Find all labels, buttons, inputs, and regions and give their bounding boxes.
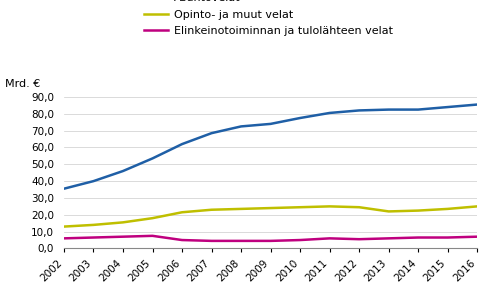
Elinkeinotoiminnan ja tulolähteen velat xyxy=(91,236,96,239)
Text: Mrd. €: Mrd. € xyxy=(5,79,40,89)
Asuntovelat xyxy=(268,122,274,126)
Opinto- ja muut velat xyxy=(120,221,126,224)
Asuntovelat xyxy=(327,111,333,115)
Elinkeinotoiminnan ja tulolähteen velat xyxy=(445,236,451,239)
Line: Asuntovelat: Asuntovelat xyxy=(64,105,477,189)
Opinto- ja muut velat xyxy=(61,225,67,228)
Elinkeinotoiminnan ja tulolähteen velat xyxy=(356,237,362,241)
Asuntovelat xyxy=(386,108,392,112)
Asuntovelat xyxy=(415,108,421,112)
Asuntovelat xyxy=(179,142,185,146)
Opinto- ja muut velat xyxy=(327,205,333,208)
Asuntovelat xyxy=(238,125,244,128)
Elinkeinotoiminnan ja tulolähteen velat xyxy=(415,236,421,239)
Elinkeinotoiminnan ja tulolähteen velat xyxy=(150,234,155,238)
Opinto- ja muut velat xyxy=(356,205,362,209)
Opinto- ja muut velat xyxy=(150,216,155,220)
Opinto- ja muut velat xyxy=(474,205,480,208)
Opinto- ja muut velat xyxy=(445,207,451,211)
Elinkeinotoiminnan ja tulolähteen velat xyxy=(268,239,274,243)
Asuntovelat xyxy=(91,179,96,183)
Elinkeinotoiminnan ja tulolähteen velat xyxy=(120,235,126,238)
Elinkeinotoiminnan ja tulolähteen velat xyxy=(474,235,480,238)
Asuntovelat xyxy=(61,187,67,191)
Elinkeinotoiminnan ja tulolähteen velat xyxy=(61,237,67,240)
Asuntovelat xyxy=(209,131,215,135)
Opinto- ja muut velat xyxy=(415,209,421,212)
Asuntovelat xyxy=(474,103,480,106)
Line: Opinto- ja muut velat: Opinto- ja muut velat xyxy=(64,206,477,227)
Opinto- ja muut velat xyxy=(238,207,244,211)
Opinto- ja muut velat xyxy=(91,223,96,227)
Opinto- ja muut velat xyxy=(386,210,392,213)
Opinto- ja muut velat xyxy=(297,205,303,209)
Asuntovelat xyxy=(356,108,362,112)
Elinkeinotoiminnan ja tulolähteen velat xyxy=(327,237,333,240)
Elinkeinotoiminnan ja tulolähteen velat xyxy=(238,239,244,243)
Asuntovelat xyxy=(445,105,451,109)
Opinto- ja muut velat xyxy=(179,211,185,214)
Line: Elinkeinotoiminnan ja tulolähteen velat: Elinkeinotoiminnan ja tulolähteen velat xyxy=(64,236,477,241)
Elinkeinotoiminnan ja tulolähteen velat xyxy=(297,238,303,242)
Asuntovelat xyxy=(297,116,303,120)
Legend: Asuntovelat, Opinto- ja muut velat, Elinkeinotoiminnan ja tulolähteen velat: Asuntovelat, Opinto- ja muut velat, Elin… xyxy=(144,0,393,36)
Elinkeinotoiminnan ja tulolähteen velat xyxy=(386,237,392,240)
Elinkeinotoiminnan ja tulolähteen velat xyxy=(179,238,185,242)
Opinto- ja muut velat xyxy=(209,208,215,211)
Asuntovelat xyxy=(120,169,126,173)
Asuntovelat xyxy=(150,157,155,160)
Elinkeinotoiminnan ja tulolähteen velat xyxy=(209,239,215,243)
Opinto- ja muut velat xyxy=(268,206,274,210)
